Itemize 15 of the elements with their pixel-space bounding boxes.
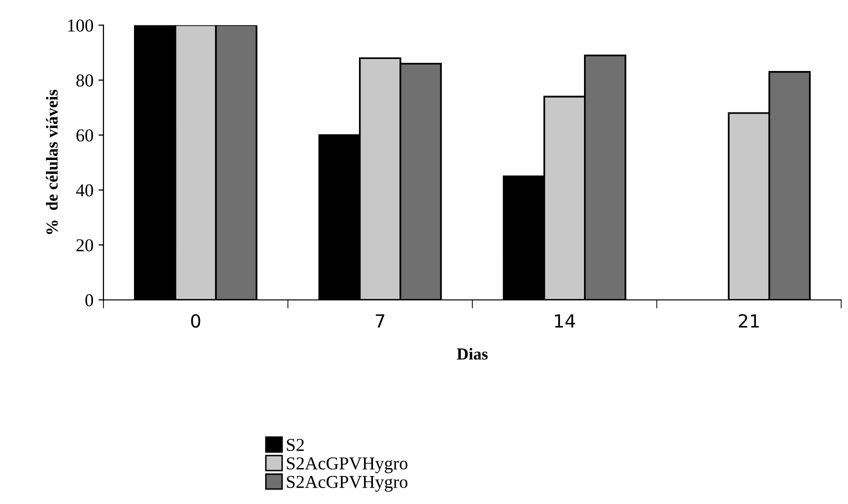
y-tick-label: 80 [76,74,94,87]
y-tick-label: 0 [85,294,94,306]
legend-label: S2AcGPVHygro [286,476,408,492]
x-tick-label: 21 [738,314,759,328]
legend-label: S2AcGPVHygro [286,457,408,474]
legend-label: S2 [286,438,304,452]
y-tick-label: 40 [76,184,94,196]
x-tick-label: 14 [555,314,576,328]
x-tick-label: 0 [191,314,200,328]
y-axis-title: % de células viáveis [46,90,58,234]
x-axis-title: Dias [456,348,488,360]
y-tick-label: 60 [76,129,94,142]
y-tick-label: 20 [76,239,94,252]
x-tick-label: 7 [376,314,384,328]
y-tick-label: 100 [68,19,94,32]
